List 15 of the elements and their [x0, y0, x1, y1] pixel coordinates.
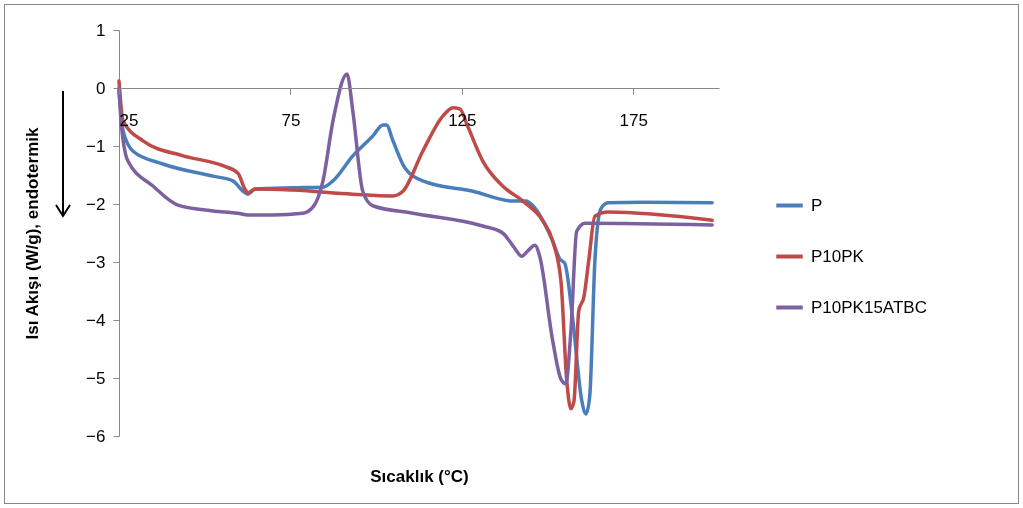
- y-tick-label: −2: [86, 194, 106, 214]
- y-tick-label: 1: [96, 20, 106, 40]
- x-tick-label: 175: [619, 110, 648, 130]
- x-tick-label: 75: [281, 110, 301, 130]
- y-tick-label: −3: [86, 252, 106, 272]
- y-tick-label: −1: [86, 136, 106, 156]
- y-tick-label: −4: [86, 310, 106, 330]
- x-axis-title: Sıcaklık (°C): [370, 466, 469, 486]
- legend-label: P10PK: [811, 246, 865, 266]
- legend-label: P10PK15ATBC: [811, 297, 927, 317]
- y-tick-label: −6: [86, 426, 106, 446]
- y-tick-label: −5: [86, 368, 106, 388]
- y-axis-title: Isı Akışı (W/g), endotermik: [23, 127, 43, 340]
- y-tick-label: 0: [96, 78, 106, 98]
- legend-label: P: [811, 195, 823, 215]
